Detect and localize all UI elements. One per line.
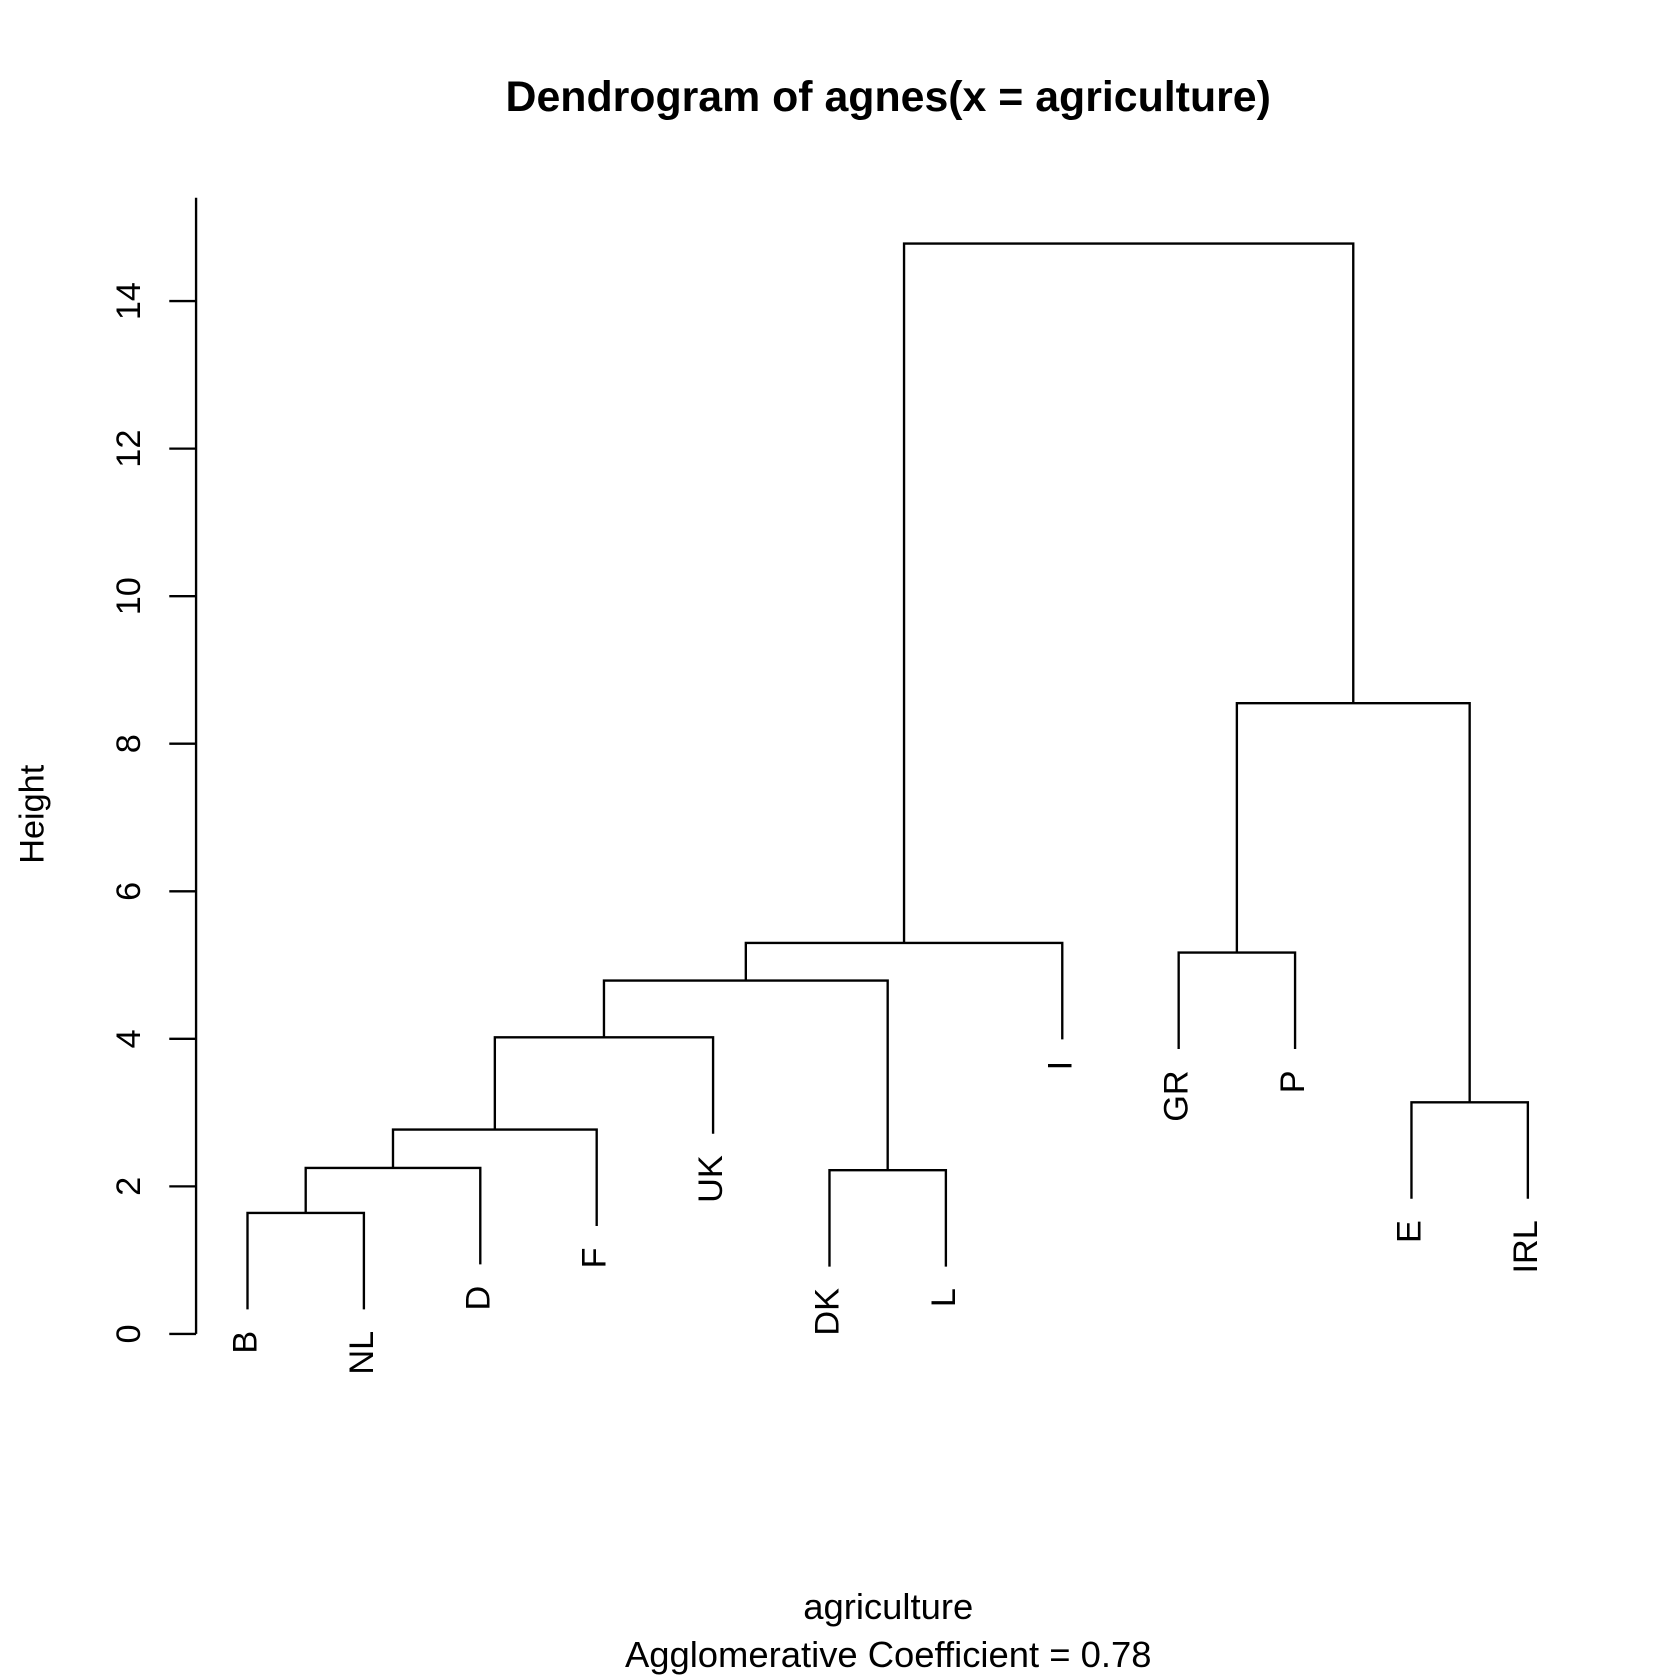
leaf-label: B <box>227 1331 265 1354</box>
chart-title: Dendrogram of agnes(x = agriculture) <box>506 73 1271 121</box>
leaf-label: DK <box>809 1288 847 1336</box>
merge-link <box>304 1166 482 1265</box>
leaf-label: L <box>925 1288 963 1307</box>
leaf-label: E <box>1391 1220 1429 1243</box>
leaf-label: D <box>459 1286 497 1311</box>
leaf-label: P <box>1274 1070 1312 1093</box>
x-axis-label: agriculture <box>803 1586 973 1627</box>
leaf-label: IRL <box>1507 1220 1545 1273</box>
leaf-label: GR <box>1158 1070 1196 1121</box>
y-tick-label: 14 <box>110 282 148 320</box>
merge-link <box>744 941 1064 1040</box>
merge-link <box>493 1036 715 1134</box>
y-tick-label: 8 <box>110 734 148 753</box>
merge-link <box>1235 701 1471 1103</box>
y-tick-label: 2 <box>110 1177 148 1196</box>
merge-link <box>902 242 1355 943</box>
merge-link <box>1177 951 1297 1049</box>
y-axis-label: Height <box>13 764 51 864</box>
leaf-label: NL <box>343 1331 381 1375</box>
leaf-label: I <box>1041 1061 1079 1071</box>
y-tick-label: 4 <box>110 1029 148 1048</box>
y-tick-label: 10 <box>110 577 148 615</box>
subtitle: Agglomerative Coefficient = 0.78 <box>625 1634 1152 1675</box>
merge-link <box>828 1168 948 1267</box>
y-tick-label: 6 <box>110 882 148 901</box>
leaf-label: F <box>576 1247 614 1268</box>
merge-link <box>246 1211 366 1310</box>
y-tick-label: 12 <box>110 430 148 468</box>
leaf-label: UK <box>692 1155 730 1203</box>
merge-link <box>1410 1101 1530 1199</box>
merge-link <box>602 979 889 1171</box>
y-tick-label: 0 <box>110 1324 148 1343</box>
merge-link <box>391 1128 598 1227</box>
